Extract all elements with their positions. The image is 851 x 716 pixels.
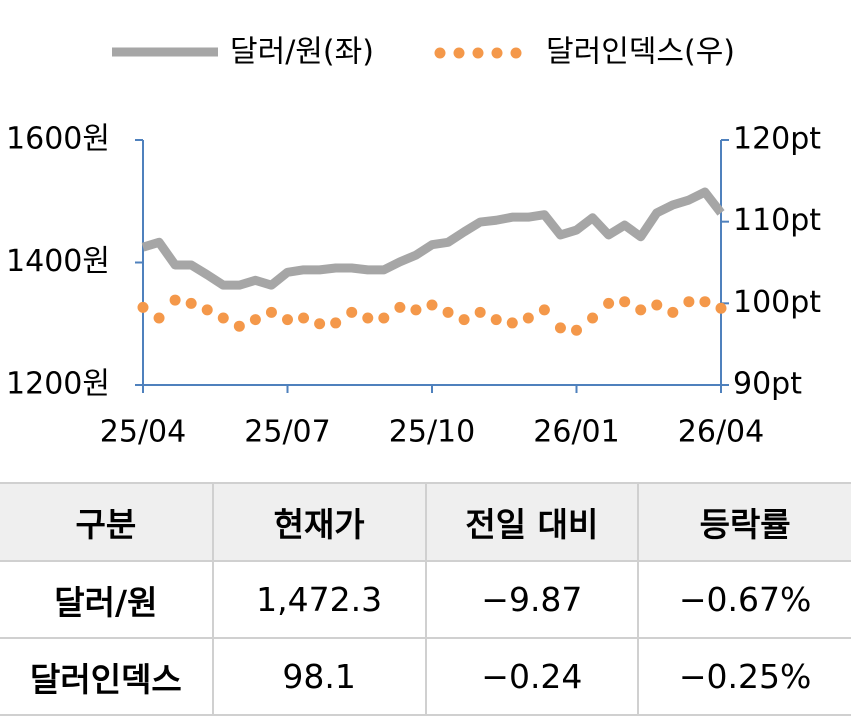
dot	[185, 297, 197, 309]
dot	[330, 317, 342, 329]
dot	[715, 302, 727, 314]
dot	[474, 306, 486, 318]
dot	[346, 306, 358, 318]
y2-tick-label: 110pt	[733, 203, 821, 238]
dot	[169, 294, 181, 306]
legend-swatch	[453, 47, 465, 59]
dot	[490, 314, 502, 326]
cell: −0.67%	[637, 560, 851, 639]
cell: 1,472.3	[211, 560, 427, 639]
y-tick-label: 1200원	[6, 367, 110, 402]
dot	[201, 304, 213, 316]
dot	[378, 312, 390, 324]
cell: 98.1	[211, 637, 427, 716]
header-cell: 전일 대비	[424, 482, 640, 562]
dot	[699, 296, 711, 308]
dot	[394, 301, 406, 313]
legend-label: 달러인덱스(우)	[546, 35, 735, 70]
dot	[217, 312, 229, 324]
dot	[298, 312, 310, 324]
dot	[506, 317, 518, 329]
x-tick-label: 26/04	[678, 415, 764, 450]
dot	[314, 318, 326, 330]
dot	[538, 304, 550, 316]
dot	[603, 297, 615, 309]
dot	[522, 312, 534, 324]
y-tick-label: 1600원	[6, 122, 110, 157]
header-cell: 현재가	[211, 482, 427, 562]
quote-table: 구분 현재가 전일 대비 등락률 달러/원 1,472.3 −9.87 −0.6…	[0, 482, 851, 716]
dot	[619, 296, 631, 308]
dot	[265, 306, 277, 318]
x-tick-label: 25/04	[100, 415, 186, 450]
dot	[282, 314, 293, 326]
legend-swatch	[510, 47, 522, 59]
dot	[587, 312, 599, 324]
cell: −0.25%	[637, 637, 851, 716]
row: 달러인덱스 98.1 −0.24 −0.25%	[0, 637, 851, 716]
row: 달러/원 1,472.3 −9.87 −0.67%	[0, 560, 851, 639]
y2-tick-label: 90pt	[733, 367, 802, 402]
dot	[554, 322, 566, 334]
x-tick-label: 25/07	[244, 415, 330, 450]
dot	[667, 306, 679, 318]
y2-tick-label: 100pt	[733, 285, 821, 320]
dot	[683, 296, 695, 308]
line-series	[141, 187, 725, 290]
header-row: 구분 현재가 전일 대비 등락률	[0, 482, 851, 562]
legend-swatch	[491, 47, 503, 59]
y2-tick-label: 120pt	[733, 122, 821, 157]
dot	[137, 301, 149, 313]
header-cell: 등락률	[637, 482, 851, 562]
legend-swatch	[434, 47, 446, 59]
x-tick-label: 26/01	[533, 415, 619, 450]
dot	[249, 314, 261, 326]
dot	[233, 320, 245, 332]
dot	[426, 299, 438, 311]
dot	[442, 306, 454, 318]
dot	[571, 324, 582, 336]
cell: 달러인덱스	[0, 637, 214, 716]
legend-swatch	[472, 47, 484, 59]
dot	[458, 314, 470, 326]
cell: 달러/원	[0, 560, 214, 639]
dot	[651, 299, 663, 311]
dot	[635, 304, 647, 316]
cell: −9.87	[424, 560, 640, 639]
legend-label: 달러/원(좌)	[230, 35, 374, 70]
chart: 1200원 1400원 1600원 90pt 100pt 110pt 120pt 25/04 2…	[6, 35, 821, 450]
dot	[362, 312, 374, 324]
dot	[410, 304, 422, 316]
y-tick-label: 1400원	[6, 244, 110, 279]
cell: −0.24	[424, 637, 640, 716]
x-tick-label: 25/10	[389, 415, 475, 450]
dot	[153, 312, 165, 324]
header-cell: 구분	[0, 482, 214, 562]
